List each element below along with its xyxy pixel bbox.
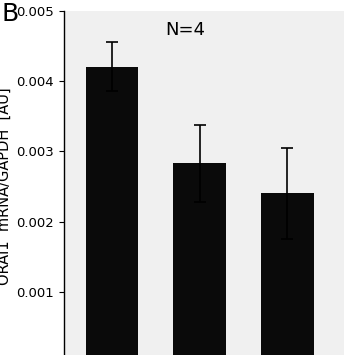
Bar — [261, 193, 314, 355]
Y-axis label: ORAI1  mRNA/GAPDH  [AU]: ORAI1 mRNA/GAPDH [AU] — [0, 88, 12, 285]
Bar — [86, 67, 138, 355]
Text: N=4: N=4 — [165, 21, 205, 39]
Bar — [174, 163, 226, 355]
Text: B: B — [2, 2, 19, 26]
